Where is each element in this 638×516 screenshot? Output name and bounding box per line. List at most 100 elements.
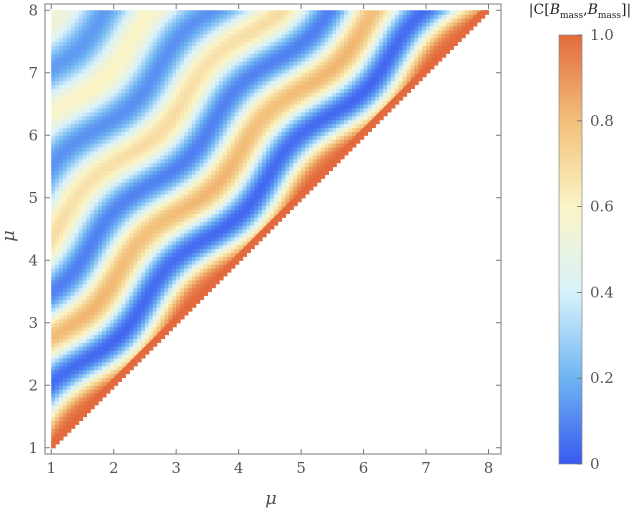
- heatmap-cell: [144, 104, 150, 109]
- heatmap-cell: [269, 225, 275, 230]
- heatmap-cell: [250, 217, 255, 222]
- heatmap-cell: [74, 393, 80, 398]
- heatmap-cell: [265, 158, 271, 164]
- heatmap-cell: [102, 119, 107, 125]
- heatmap-cell: [215, 100, 220, 105]
- heatmap-cell: [258, 213, 263, 218]
- heatmap-cell: [148, 104, 154, 109]
- heatmap-cell: [117, 92, 123, 97]
- heatmap-cell: [242, 92, 248, 97]
- heatmap-cell: [66, 412, 72, 418]
- heatmap-cell: [156, 252, 162, 257]
- heatmap-cell: [141, 213, 146, 218]
- heatmap-cell: [62, 107, 68, 113]
- heatmap-cell: [160, 221, 166, 226]
- heatmap-cell: [285, 111, 290, 117]
- heatmap-cell: [59, 10, 64, 15]
- heatmap-cell: [191, 111, 197, 117]
- heatmap-cell: [102, 314, 107, 320]
- heatmap-cell: [51, 162, 56, 168]
- heatmap-cell: [74, 217, 80, 222]
- heatmap-cell: [102, 166, 107, 172]
- heatmap-cell: [133, 342, 138, 347]
- heatmap-cell: [176, 268, 181, 273]
- heatmap-cell: [211, 96, 216, 101]
- heatmap-cell: [273, 33, 279, 39]
- heatmap-cell: [129, 342, 134, 347]
- heatmap-cell: [199, 104, 205, 109]
- heatmap-cell: [109, 37, 115, 43]
- heatmap-cell: [246, 92, 251, 97]
- heatmap-cell: [137, 131, 142, 136]
- heatmap-cell: [121, 252, 127, 257]
- heatmap-cell: [113, 104, 119, 109]
- heatmap-cell: [70, 72, 76, 78]
- heatmap-cell: [59, 408, 64, 414]
- heatmap-cell: [59, 420, 64, 425]
- heatmap-cell: [59, 158, 64, 164]
- heatmap-cell: [187, 111, 193, 117]
- heatmap-cell: [117, 322, 123, 328]
- heatmap-cell: [246, 197, 251, 203]
- heatmap-cell: [86, 365, 91, 371]
- heatmap-cell: [164, 248, 169, 254]
- heatmap-cell: [70, 291, 76, 297]
- heatmap-cell: [176, 68, 181, 74]
- heatmap-cell: [176, 287, 181, 293]
- heatmap-cell: [51, 361, 56, 367]
- heatmap-cell: [230, 193, 236, 199]
- heatmap-cell: [70, 369, 76, 375]
- heatmap-cell: [242, 119, 248, 125]
- heatmap-cell: [141, 107, 146, 113]
- heatmap-cell: [156, 139, 162, 144]
- heatmap-cell: [148, 186, 154, 191]
- heatmap-cell: [246, 49, 251, 54]
- heatmap-cell: [98, 369, 103, 375]
- heatmap-cell: [250, 189, 255, 195]
- heatmap-cell: [82, 229, 87, 234]
- heatmap-cell: [269, 205, 275, 211]
- heatmap-cell: [281, 174, 287, 179]
- heatmap-cell: [125, 21, 130, 27]
- heatmap-cell: [66, 205, 72, 211]
- heatmap-cell: [156, 49, 162, 54]
- heatmap-cell: [125, 354, 130, 359]
- heatmap-cell: [70, 41, 76, 47]
- heatmap-cell: [70, 311, 76, 316]
- heatmap-cell: [94, 10, 99, 15]
- heatmap-cell: [215, 96, 220, 101]
- heatmap-cell: [265, 229, 271, 234]
- heatmap-cell: [148, 291, 154, 297]
- heatmap-cell: [207, 150, 212, 156]
- heatmap-cell: [74, 41, 80, 47]
- heatmap-cell: [195, 209, 201, 214]
- heatmap-cell: [51, 369, 56, 375]
- heatmap-cell: [230, 189, 236, 195]
- heatmap-cell: [51, 205, 56, 211]
- heatmap-cell: [133, 322, 138, 328]
- heatmap-cell: [90, 186, 95, 191]
- heatmap-cell: [51, 158, 56, 164]
- heatmap-cell: [98, 189, 103, 195]
- heatmap-cell: [223, 115, 228, 121]
- heatmap-cell: [148, 225, 154, 230]
- heatmap-cell: [94, 92, 99, 97]
- heatmap-cell: [152, 178, 158, 183]
- heatmap-cell: [226, 18, 232, 23]
- heatmap-cell: [109, 18, 115, 23]
- heatmap-cell: [281, 41, 287, 47]
- heatmap-cell: [55, 291, 60, 297]
- heatmap-cell: [172, 174, 177, 179]
- heatmap-cell: [66, 283, 72, 289]
- heatmap-cell: [59, 424, 64, 429]
- heatmap-cell: [215, 162, 220, 168]
- heatmap-cell: [62, 197, 68, 203]
- heatmap-cell: [109, 186, 115, 191]
- heatmap-cell: [242, 201, 248, 207]
- heatmap-cell: [164, 49, 169, 54]
- heatmap-cell: [265, 213, 271, 218]
- heatmap-cell: [109, 158, 115, 164]
- heatmap-cell: [176, 96, 181, 101]
- heatmap-cell: [133, 225, 138, 230]
- heatmap-cell: [207, 146, 212, 152]
